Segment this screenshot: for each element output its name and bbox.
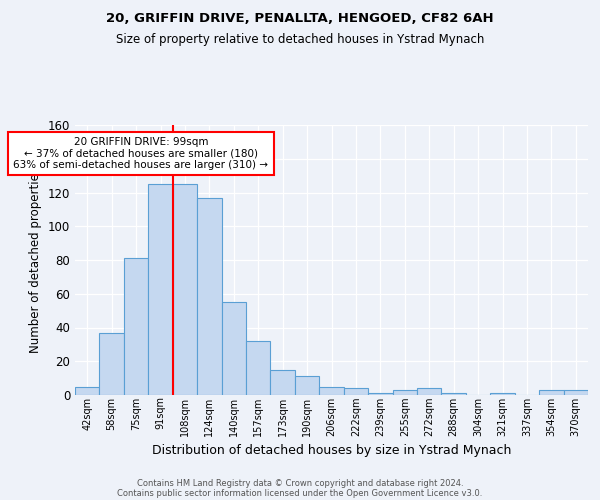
Bar <box>490 394 515 395</box>
Bar <box>173 184 197 395</box>
Bar <box>100 332 124 395</box>
X-axis label: Distribution of detached houses by size in Ystrad Mynach: Distribution of detached houses by size … <box>152 444 511 457</box>
Bar <box>539 390 563 395</box>
Bar <box>368 394 392 395</box>
Bar <box>124 258 148 395</box>
Bar <box>246 341 271 395</box>
Bar <box>417 388 442 395</box>
Text: Contains public sector information licensed under the Open Government Licence v3: Contains public sector information licen… <box>118 488 482 498</box>
Text: Contains HM Land Registry data © Crown copyright and database right 2024.: Contains HM Land Registry data © Crown c… <box>137 478 463 488</box>
Bar <box>75 386 100 395</box>
Y-axis label: Number of detached properties: Number of detached properties <box>29 167 42 353</box>
Bar <box>319 386 344 395</box>
Text: 20, GRIFFIN DRIVE, PENALLTA, HENGOED, CF82 6AH: 20, GRIFFIN DRIVE, PENALLTA, HENGOED, CF… <box>106 12 494 26</box>
Text: 20 GRIFFIN DRIVE: 99sqm
← 37% of detached houses are smaller (180)
63% of semi-d: 20 GRIFFIN DRIVE: 99sqm ← 37% of detache… <box>13 137 268 170</box>
Bar <box>221 302 246 395</box>
Bar <box>148 184 173 395</box>
Text: Size of property relative to detached houses in Ystrad Mynach: Size of property relative to detached ho… <box>116 32 484 46</box>
Bar <box>392 390 417 395</box>
Bar <box>271 370 295 395</box>
Bar <box>344 388 368 395</box>
Bar <box>295 376 319 395</box>
Bar <box>197 198 221 395</box>
Bar <box>563 390 588 395</box>
Bar <box>442 394 466 395</box>
